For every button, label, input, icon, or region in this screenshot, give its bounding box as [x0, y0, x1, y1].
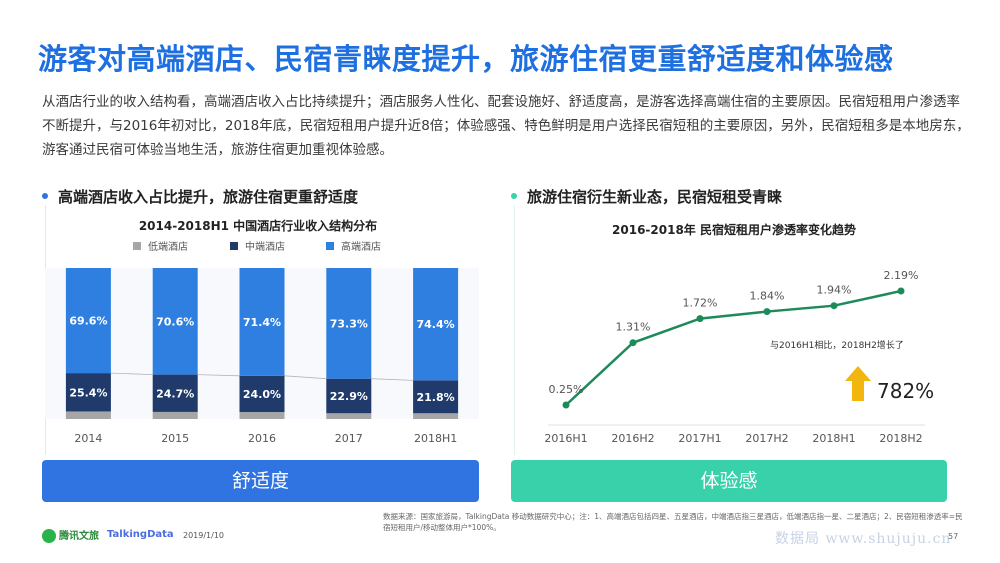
line-chart-plot: 0.25% 2016H1 1.31% 2016H2 1.72% 2017H1 1.84% 20… — [544, 269, 925, 445]
bar-chart-title: 2014-2018H1 中国酒店行业收入结构分布 — [139, 218, 377, 233]
bullet-dot-icon — [511, 192, 517, 199]
legend-label-high: 高端酒店 — [341, 240, 381, 253]
bar-mid-2016 — [239, 375, 285, 413]
legend-swatch-low — [133, 242, 141, 250]
line-point-2016H2 — [629, 339, 637, 347]
bar-x-tick-2015: 2015 — [161, 432, 189, 445]
bar-label-mid-2014: 25.4% — [69, 386, 107, 399]
line-x-tick-2017H1: 2017H1 — [678, 432, 721, 445]
bar-x-tick-2018H1: 2018H1 — [414, 432, 457, 445]
line-label-2018H1: 1.94% — [817, 284, 852, 297]
bar-x-tick-2016: 2016 — [248, 432, 276, 445]
page-number: 57 — [948, 532, 959, 541]
bar-label-mid-2016: 24.0% — [243, 388, 281, 401]
bar-label-high-2017: 73.3% — [330, 317, 368, 330]
bar-high-2014 — [65, 268, 111, 374]
left-heading-text: 高端酒店收入占比提升，旅游住宿更重舒适度 — [58, 188, 359, 206]
bar-x-tick-2014: 2014 — [74, 432, 102, 445]
bar-label-high-2018H1: 74.4% — [417, 318, 455, 331]
intro-paragraph: 从酒店行业的收入结构看，高端酒店收入占比持续提升；酒店服务人性化、配套设施好、舒… — [42, 94, 970, 158]
bar-high-2015 — [152, 268, 198, 375]
line-label-2017H2: 1.84% — [750, 290, 785, 303]
legend-label-mid: 中端酒店 — [245, 240, 285, 253]
line-chart-title: 2016-2018年 民宿短租用户渗透率变化趋势 — [612, 222, 856, 237]
bar-chart-plot: 25.4% 69.6% 2014 24.7% 70.6% 2015 24.0% 71.4% 20… — [45, 268, 479, 445]
line-label-2016H2: 1.31% — [616, 321, 651, 334]
bar-low-2015 — [152, 411, 198, 419]
bullet-dot-icon — [42, 192, 48, 199]
bar-chart-legend: 低端酒店 中端酒店 高端酒店 — [133, 240, 381, 253]
line-x-tick-2016H2: 2016H2 — [611, 432, 654, 445]
line-point-2018H2 — [897, 287, 905, 295]
comfort-banner: 舒适度 — [42, 460, 479, 502]
line-label-2018H2: 2.19% — [884, 269, 919, 282]
left-section-heading: 高端酒店收入占比提升，旅游住宿更重舒适度 — [42, 186, 358, 207]
experience-banner: 体验感 — [511, 460, 947, 502]
line-point-2017H2 — [763, 308, 771, 316]
bar-x-tick-2017: 2017 — [335, 432, 363, 445]
line-point-2018H1 — [830, 302, 838, 310]
page-title: 游客对高端酒店、民宿青睐度提升，旅游住宿更重舒适度和体验感 — [38, 42, 894, 76]
bar-label-mid-2018H1: 21.8% — [417, 391, 455, 404]
line-x-tick-2018H2: 2018H2 — [879, 432, 922, 445]
bar-low-2018H1 — [413, 413, 459, 419]
bar-low-2014 — [65, 411, 111, 419]
bar-mid-2015 — [152, 374, 198, 412]
line-point-2016H1 — [562, 401, 570, 409]
right-section-heading: 旅游住宿衍生新业态，民宿短租受青睐 — [511, 186, 782, 207]
line-point-2017H1 — [696, 315, 704, 323]
data-source-note: 数据来源：国家旅游局，TalkingData 移动数据研究中心；注：1、高端酒店… — [383, 512, 963, 532]
bar-mid-2018H1 — [413, 380, 459, 414]
right-divider-line — [514, 205, 515, 455]
bar-high-2018H1 — [413, 268, 459, 381]
footer-date: 2019/1/10 — [183, 531, 225, 540]
growth-value: 782% — [877, 379, 934, 403]
penetration-line — [565, 289, 902, 406]
bar-connector-line — [371, 378, 414, 381]
bar-label-mid-2017: 22.9% — [330, 390, 368, 403]
line-label-2016H1: 0.25% — [549, 383, 584, 396]
logo1-text: 腾讯文旅 — [59, 531, 99, 542]
bar-label-high-2015: 70.6% — [156, 315, 194, 328]
line-x-tick-2017H2: 2017H2 — [745, 432, 788, 445]
talkingdata-logo: TalkingData — [107, 529, 174, 540]
bar-low-2016 — [239, 412, 285, 419]
line-label-2017H1: 1.72% — [683, 297, 718, 310]
watermark: 数据局 www.shujuju.cn — [775, 531, 952, 547]
legend-label-low: 低端酒店 — [148, 240, 188, 253]
bar-low-2017 — [326, 413, 372, 419]
bar-high-2017 — [326, 268, 372, 379]
growth-annotation: 与2016H1相比，2018H2增长了 — [770, 339, 904, 351]
bar-label-high-2014: 69.6% — [69, 315, 107, 328]
bar-mid-2014 — [65, 373, 111, 412]
line-x-tick-2018H1: 2018H1 — [812, 432, 855, 445]
bar-label-mid-2015: 24.7% — [156, 387, 194, 400]
bar-connector-line — [110, 372, 153, 376]
bar-high-2016 — [239, 268, 285, 376]
legend-swatch-mid — [230, 242, 238, 250]
bar-mid-2017 — [326, 378, 372, 414]
up-arrow-icon — [845, 366, 871, 401]
bar-label-high-2016: 71.4% — [243, 316, 281, 329]
bar-connector-line — [197, 374, 240, 377]
line-x-tick-2016H1: 2016H1 — [544, 432, 587, 445]
bar-connector-line — [284, 375, 327, 380]
tencent-travel-logo: 腾讯文旅 — [42, 527, 99, 543]
logo-circle-icon — [42, 529, 56, 543]
legend-swatch-high — [326, 242, 334, 250]
right-heading-text: 旅游住宿衍生新业态，民宿短租受青睐 — [527, 188, 783, 206]
